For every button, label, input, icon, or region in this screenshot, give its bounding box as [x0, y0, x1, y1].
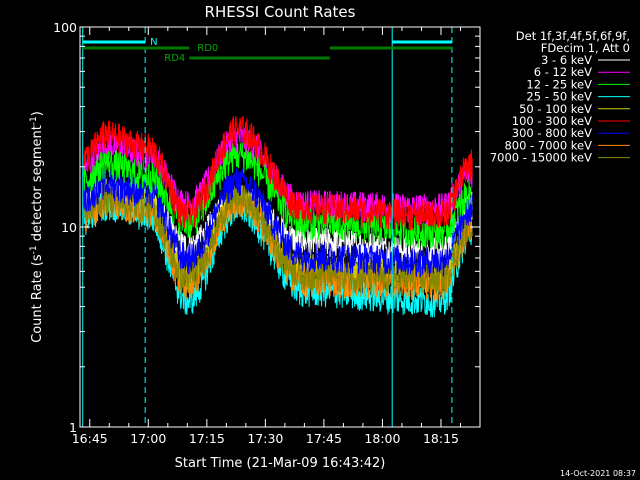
legend-label-4: 50 - 100 keV — [519, 102, 592, 116]
attitude-label-2: RD4 — [164, 53, 185, 64]
x-axis-label: Start Time (21-Mar-09 16:43:42) — [175, 456, 386, 471]
series-line-5 — [83, 116, 473, 232]
x-axis-ticks: 16:45 17:00 17:15 17:30 17:45 18:00 18:15 — [72, 27, 481, 446]
legend-label-2: 12 - 25 keV — [526, 77, 592, 91]
legend-label-1: 6 - 12 keV — [534, 65, 592, 79]
x-tick-label-4: 17:45 — [306, 431, 342, 446]
y-tick-label-1: 10 — [61, 220, 77, 235]
legend-header-line-1: Det 1f,3f,4f,5f,6f,9f, — [516, 29, 630, 43]
y-tick-label-2: 100 — [53, 20, 77, 35]
x-tick-label-3: 17:30 — [247, 431, 283, 446]
legend-label-7: 800 - 7000 keV — [504, 138, 592, 152]
x-tick-label-6: 18:15 — [423, 431, 459, 446]
y-axis-label: Count Rate (s-1 detector segment-1) — [29, 111, 45, 343]
x-tick-label-5: 18:00 — [364, 431, 400, 446]
legend-label-6: 300 - 800 keV — [512, 126, 592, 140]
x-tick-label-2: 17:15 — [189, 431, 225, 446]
chart-title: RHESSI Count Rates — [205, 3, 356, 21]
y-axis-ticks: 1 10 100 — [53, 20, 480, 435]
legend: Det 1f,3f,4f,5f,6f,9f, FDecim 1, Att 0 3… — [490, 29, 630, 165]
legend-label-0: 3 - 6 keV — [541, 53, 592, 67]
legend-header-line-2: FDecim 1, Att 0 — [541, 41, 630, 55]
x-tick-label-1: 17:00 — [130, 431, 166, 446]
legend-label-8: 7000 - 15000 keV — [490, 151, 592, 165]
attitude-bars: N RD0 RD4 — [82, 37, 452, 64]
series-traces — [83, 116, 473, 318]
series-line-8 — [83, 183, 473, 296]
attitude-label-0: N — [150, 37, 157, 48]
attitude-label-1: RD0 — [197, 43, 218, 54]
vertical-markers — [82, 27, 453, 427]
y-tick-label-0: 1 — [69, 420, 77, 435]
legend-label-3: 25 - 50 keV — [526, 90, 592, 104]
x-tick-label-0: 16:45 — [72, 431, 108, 446]
series-line-2 — [83, 142, 473, 249]
generation-timestamp: 14-Oct-2021 08:37 — [560, 469, 636, 478]
legend-label-5: 100 - 300 keV — [512, 114, 592, 128]
